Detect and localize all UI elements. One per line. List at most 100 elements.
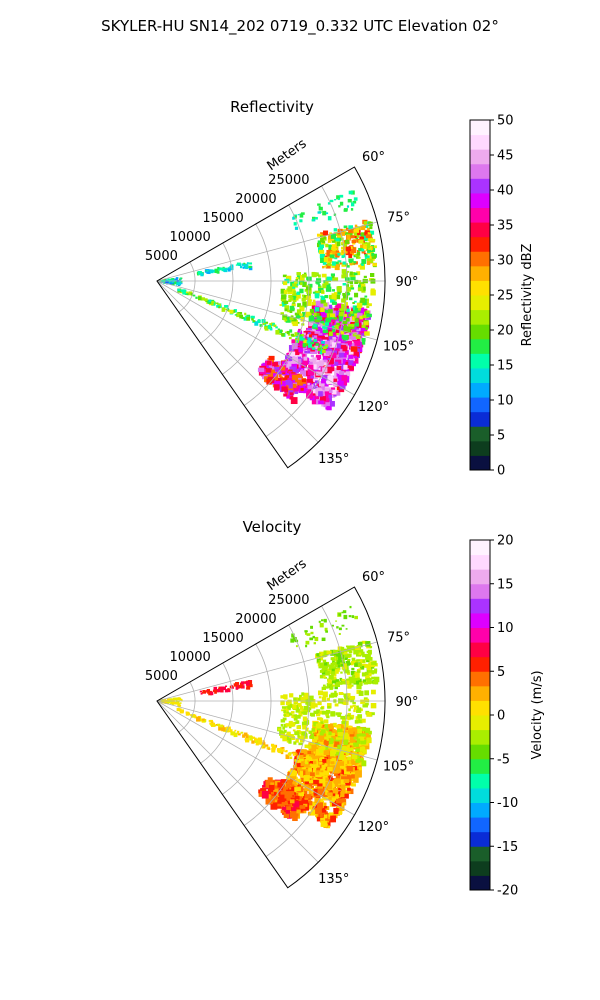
echo-gate	[285, 316, 291, 323]
echo-gate	[313, 779, 319, 785]
echo-gate	[326, 331, 331, 335]
echo-gate	[312, 635, 315, 639]
echo-gate	[304, 343, 309, 346]
echo-gate	[336, 661, 340, 665]
echo-gate	[325, 212, 329, 215]
echo-gate	[314, 636, 319, 642]
echo-gate	[265, 368, 272, 373]
echo-gate	[322, 262, 327, 265]
echo-gate	[323, 397, 330, 403]
echo-gate	[338, 787, 342, 791]
echo-gate	[288, 734, 294, 739]
echo-gate	[350, 759, 357, 766]
echo-gate	[358, 284, 361, 288]
echo-gate	[360, 708, 363, 712]
echo-gate	[281, 706, 287, 709]
echo-gate	[307, 332, 312, 336]
azimuth-gridline	[156, 700, 319, 863]
echo-gate	[318, 620, 321, 623]
echo-gate	[246, 685, 251, 690]
echo-gate	[344, 654, 349, 658]
colorbar-swatch	[470, 134, 490, 150]
echo-gate	[227, 688, 230, 691]
echo-gate	[345, 716, 350, 720]
echo-gate	[337, 728, 343, 733]
echo-gate	[321, 654, 326, 658]
echo-gate	[297, 214, 300, 216]
echo-gate	[309, 308, 315, 314]
echo-gate	[347, 774, 351, 778]
echo-gate	[307, 385, 313, 390]
echo-gate	[321, 710, 328, 715]
echo-gate	[318, 381, 325, 387]
echo-gate	[316, 394, 320, 399]
echo-gate	[333, 666, 337, 669]
echo-gate	[287, 361, 292, 366]
echo-gate	[337, 652, 343, 656]
echo-gate	[269, 795, 275, 802]
echo-gate	[310, 772, 315, 777]
echo-gate	[257, 737, 262, 742]
echo-gate	[299, 274, 305, 281]
echo-gate	[354, 646, 360, 650]
echo-gate	[333, 808, 339, 815]
echo-gate	[366, 675, 370, 679]
colorbar-tick-label: 50	[497, 114, 514, 129]
echo-gate	[325, 670, 330, 676]
echo-gate	[305, 385, 310, 389]
echo-gate	[288, 720, 293, 724]
echo-gate	[330, 387, 336, 392]
echo-gate	[340, 356, 347, 361]
echo-gate	[345, 376, 350, 380]
echo-gate	[353, 255, 357, 258]
echo-gate	[337, 325, 342, 329]
echo-gate	[289, 329, 293, 333]
echo-gate	[363, 243, 368, 247]
echo-gate	[269, 327, 272, 331]
echo-gate	[320, 289, 325, 294]
colorbar-swatch	[470, 324, 490, 340]
echo-gate	[269, 323, 273, 327]
echo-gate	[323, 302, 328, 307]
echo-gate	[311, 347, 316, 350]
echo-gate	[167, 281, 169, 283]
echo-gate	[334, 367, 341, 373]
colorbar-swatch	[470, 222, 490, 238]
colorbar-swatch	[470, 120, 490, 136]
echo-gate	[284, 729, 287, 733]
echo-gate	[353, 272, 358, 276]
echo-gate	[218, 267, 222, 271]
echo-gate	[360, 699, 366, 704]
echo-gate	[299, 288, 304, 294]
echo-gate	[298, 347, 303, 353]
echo-gate	[350, 246, 353, 249]
echo-gate	[357, 766, 362, 771]
echo-gate	[370, 289, 376, 296]
echo-gate	[350, 235, 355, 239]
echo-gate	[238, 686, 241, 688]
echo-gate	[335, 315, 340, 319]
echo-gate	[199, 690, 203, 693]
echo-gate	[287, 731, 291, 736]
echo-gate	[304, 759, 308, 763]
echo-gate	[342, 802, 347, 806]
echo-gate	[303, 801, 308, 807]
echo-gate	[334, 781, 340, 787]
echo-gate	[176, 707, 180, 712]
echo-gate	[273, 324, 277, 327]
echo-gate	[170, 281, 173, 283]
echo-gate	[340, 725, 347, 730]
echo-gate	[321, 312, 327, 318]
echo-gate	[306, 301, 312, 306]
echo-gate	[299, 694, 302, 699]
echo-gate	[313, 710, 319, 715]
echo-gate	[364, 741, 369, 746]
echo-gate	[331, 263, 336, 268]
echo-gate	[372, 670, 377, 674]
echo-gate	[330, 711, 336, 717]
echo-gate	[265, 321, 269, 324]
echo-gate	[322, 329, 329, 334]
echo-gate	[300, 749, 307, 754]
echo-gate	[356, 348, 360, 352]
